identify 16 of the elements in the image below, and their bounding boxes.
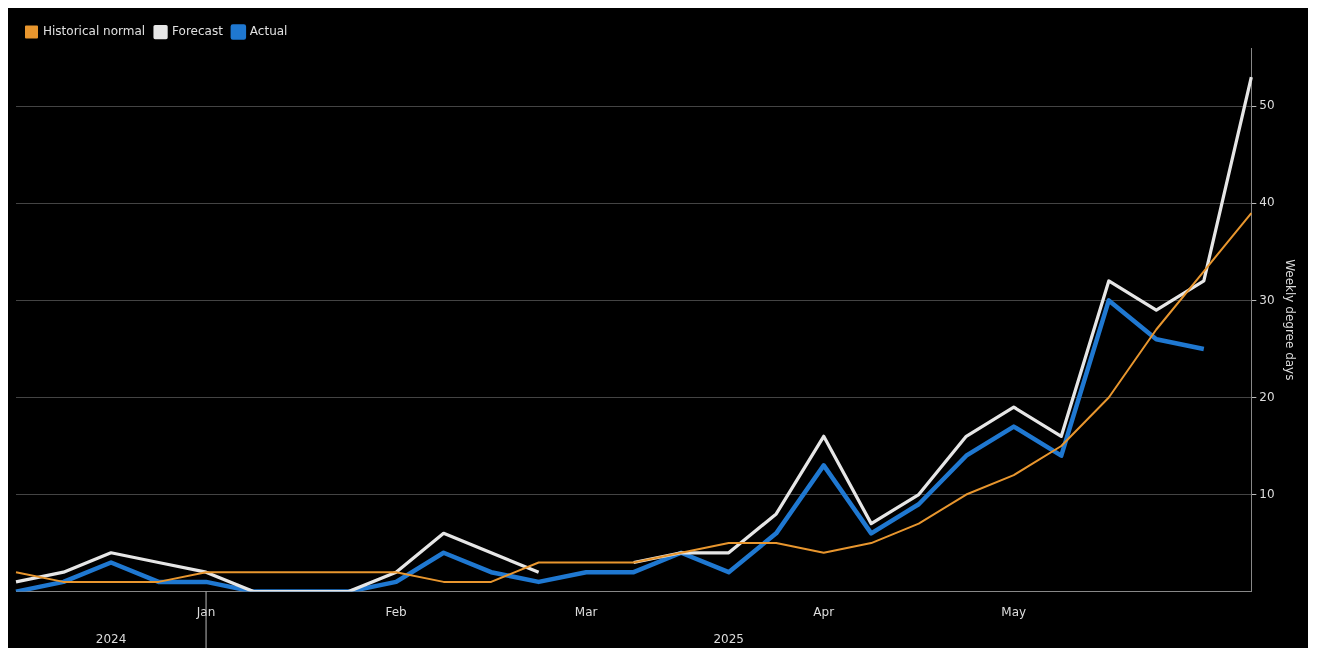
y-tick-label: 20 — [1259, 389, 1275, 404]
legend-label: Forecast — [172, 24, 224, 39]
text: 2024 — [95, 632, 127, 647]
text: 2025 — [713, 632, 744, 647]
x-tick-label: May — [1001, 604, 1027, 619]
x-tick-label: Mar — [574, 604, 598, 619]
x-tick-label: Feb — [385, 604, 407, 619]
y-tick-label: 40 — [1259, 195, 1275, 210]
y-tick-label: 30 — [1259, 292, 1275, 307]
legend-label: Actual — [249, 24, 288, 39]
y-axis-title: Weekly degree days — [1282, 259, 1297, 381]
x-tick-label: Apr — [813, 604, 835, 619]
x-tick-label: Jan — [195, 604, 216, 619]
y-tick-label: 10 — [1259, 486, 1275, 501]
legend-label: Historical normal — [43, 24, 146, 39]
y-tick-label: 50 — [1259, 98, 1275, 113]
